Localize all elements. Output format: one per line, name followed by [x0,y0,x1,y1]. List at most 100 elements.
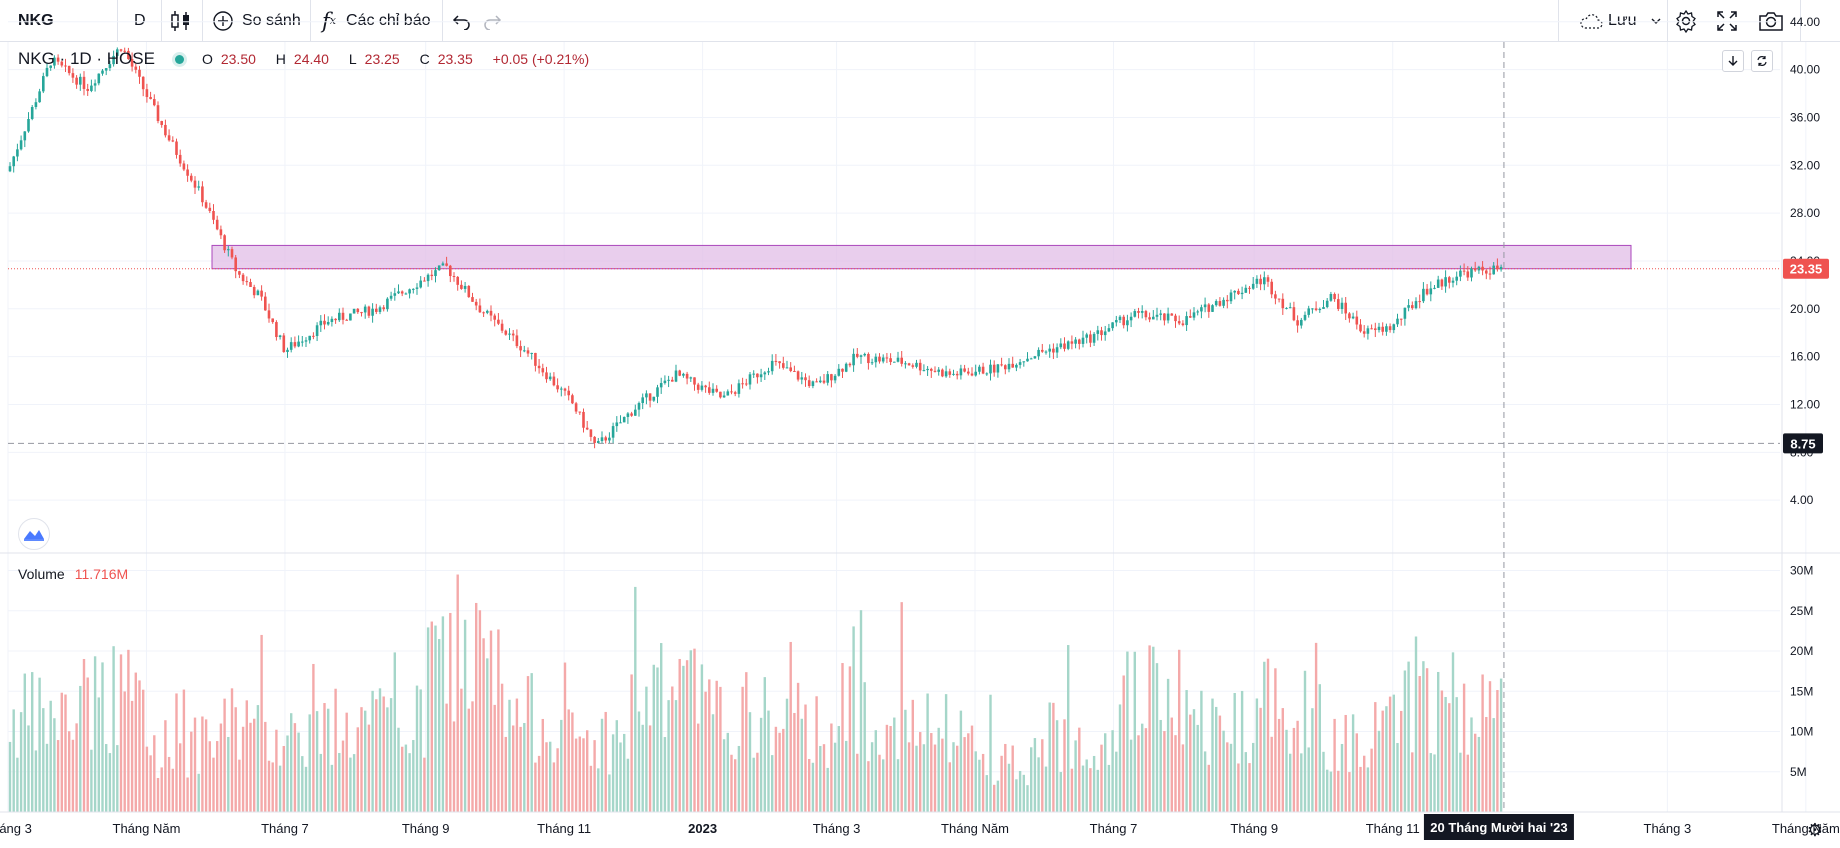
candle [1214,301,1218,306]
volume-bar [1370,748,1373,812]
volume-bar [82,658,86,812]
volume-bar [930,733,933,812]
volume-bar [1074,740,1077,812]
volume-bar [493,704,496,812]
candle [1170,313,1174,316]
candle [985,373,989,375]
volume-bar [578,736,581,812]
compare-button[interactable]: So sánh [212,0,301,41]
candle [386,298,389,310]
volume-bar [693,648,696,812]
interval-button[interactable]: D [134,11,146,29]
volume-bar [116,745,119,812]
candle [275,322,278,338]
candle [870,362,874,364]
candle [1140,311,1144,313]
volume-bar [552,762,556,812]
candle [597,441,600,443]
candle [1122,316,1125,326]
candle [1159,313,1162,315]
volume-bar [452,721,456,812]
candle [733,392,737,394]
volume-bar [497,629,500,812]
volume-bar [1048,702,1051,812]
reset-chart-button[interactable] [1751,50,1773,72]
volume-bar [175,693,178,812]
volume-bar [1118,704,1122,812]
candle [134,66,138,70]
volume-bar [1011,745,1014,812]
price-tick-label: 28.00 [1790,206,1820,220]
volume-bar [275,729,278,812]
volume-bar [1451,652,1455,812]
volume-bar [286,735,289,812]
volume-bar [386,707,389,812]
candle [515,335,519,347]
volume-bar [926,693,929,812]
candle [175,141,178,155]
volume-bar [105,744,108,812]
candle [456,276,459,285]
save-button[interactable]: Lưu [1578,0,1661,41]
save-label: Lưu [1608,11,1637,29]
candle [249,282,252,287]
chart-type-button[interactable] [170,0,192,41]
volume-bar [567,709,570,812]
chevron-down-icon [1651,17,1661,25]
candle [219,229,223,236]
candle [763,372,767,375]
candle [419,280,422,288]
volume-label[interactable]: Volume [18,566,65,582]
volume-bar [904,709,907,812]
volume-bar [837,726,840,812]
volume-bar [874,730,877,812]
volume-bar [822,744,826,812]
volume-bar [330,764,334,812]
candle [171,140,175,142]
volume-bar [415,685,419,812]
volume-bar [371,690,374,812]
candle [304,340,308,342]
candle [1285,307,1288,309]
volume-bar [134,672,137,812]
candle [1144,311,1148,318]
volume-bar [660,643,663,812]
volume-bar [408,753,411,812]
settings-button[interactable] [1674,0,1698,41]
series-title[interactable]: NKG · 1D · HOSE [18,49,155,68]
volume-bar [460,688,463,812]
fullscreen-button[interactable] [1716,0,1738,41]
resistance-zone[interactable] [211,244,1632,270]
volume-bar [301,756,304,812]
symbol-button[interactable]: NKG [18,11,54,29]
candle [452,276,456,278]
volume-bar [845,740,848,812]
candle [1111,322,1114,329]
volume-legend: Volume 11.716M [18,566,128,582]
candle [278,335,282,338]
time-tick-label: Tháng 3 [813,821,861,836]
axis-settings-icon[interactable]: ⚙ [1807,820,1823,840]
volume-bar [719,686,722,812]
volume-bar [1300,753,1303,812]
candle [1362,331,1366,334]
tradingview-logo[interactable] [18,518,50,550]
volume-bar [597,768,600,812]
volume-bar [771,755,774,812]
candle [460,284,463,289]
logo-icon [23,527,45,541]
candle [426,274,430,282]
candle [1407,305,1410,308]
volume-bar [249,722,252,812]
candle [430,274,434,277]
candle [767,371,770,373]
volume-bar [142,689,145,812]
volume-bar [848,666,852,812]
candle [404,293,408,295]
volume-bar [1329,771,1333,812]
volume-tick-label: 15M [1790,684,1813,698]
scroll-to-latest-button[interactable] [1722,50,1744,72]
volume-bar [278,765,282,812]
